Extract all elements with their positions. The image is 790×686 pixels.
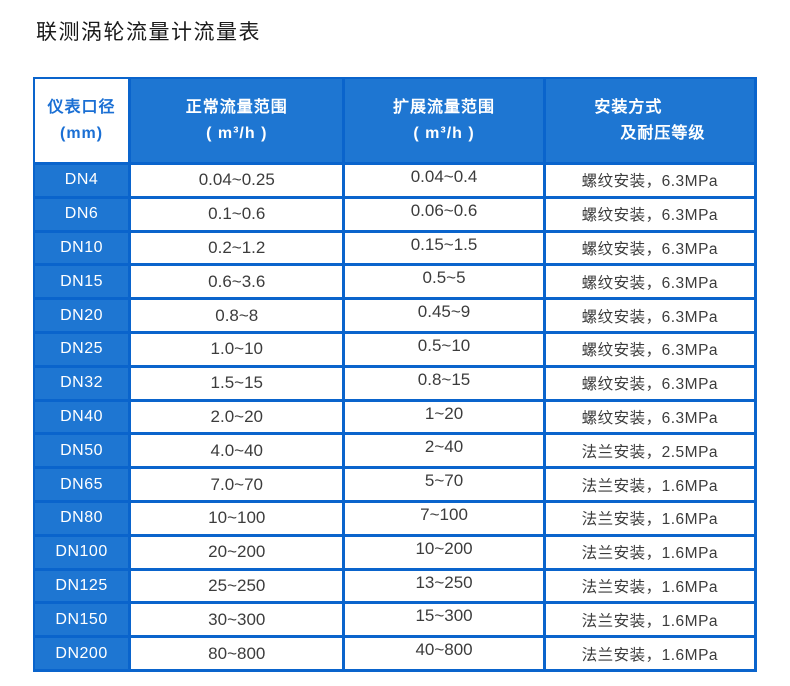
table-row: DN200 80~800 40~800 法兰安装，1.6MPa: [35, 638, 757, 672]
table-row: DN100 20~200 10~200 法兰安装，1.6MPa: [35, 536, 757, 571]
cell-normal-range: 80~800: [131, 638, 346, 672]
cell-extended-range: 0.5~10: [345, 333, 546, 368]
cell-extended-range: 1~20: [345, 401, 546, 436]
cell-normal-range: 0.04~0.25: [131, 165, 346, 199]
cell-installation: 螺纹安装，6.3MPa: [545, 401, 757, 436]
header-diameter-line1: 仪表口径: [47, 98, 116, 116]
cell-installation: 法兰安装，1.6MPa: [545, 604, 757, 639]
cell-installation: 螺纹安装，6.3MPa: [545, 266, 757, 301]
cell-size: DN125: [35, 570, 132, 605]
table-row: DN125 25~250 13~250 法兰安装，1.6MPa: [35, 570, 757, 605]
cell-normal-range: 0.8~8: [131, 300, 346, 334]
flow-rate-table: 仪表口径 (mm) 正常流量范围 ( m³/h ) 扩展流量范围 ( m³/h …: [33, 77, 757, 672]
table-row: DN40 2.0~20 1~20 螺纹安装，6.3MPa: [35, 401, 757, 436]
cell-extended-range: 7~100: [345, 502, 546, 537]
cell-size: DN200: [35, 638, 132, 672]
cell-size: DN65: [35, 469, 132, 503]
cell-normal-range: 4.0~40: [131, 435, 346, 470]
table-row: DN4 0.04~0.25 0.04~0.4 螺纹安装，6.3MPa: [35, 165, 757, 199]
cell-extended-range: 0.06~0.6: [345, 198, 546, 233]
cell-installation: 法兰安装，1.6MPa: [545, 502, 757, 537]
cell-normal-range: 10~100: [131, 502, 346, 537]
cell-size: DN20: [35, 300, 132, 334]
cell-size: DN50: [35, 435, 132, 470]
cell-normal-range: 1.0~10: [131, 333, 346, 368]
table-row: DN32 1.5~15 0.8~15 螺纹安装，6.3MPa: [35, 367, 757, 402]
cell-installation: 螺纹安装，6.3MPa: [545, 232, 757, 267]
table-row: DN50 4.0~40 2~40 法兰安装，2.5MPa: [35, 435, 757, 470]
header-installation-line1: 安装方式: [594, 98, 663, 116]
header-extended-range-line1: 扩展流量范围: [393, 98, 496, 116]
table-row: DN65 7.0~70 5~70 法兰安装，1.6MPa: [35, 469, 757, 503]
cell-size: DN6: [35, 198, 132, 233]
header-extended-range: 扩展流量范围 ( m³/h ): [345, 79, 546, 165]
table-row: DN150 30~300 15~300 法兰安装，1.6MPa: [35, 604, 757, 639]
cell-installation: 法兰安装，1.6MPa: [545, 570, 757, 605]
header-normal-range: 正常流量范围 ( m³/h ): [131, 79, 346, 165]
cell-size: DN100: [35, 536, 132, 571]
header-extended-range-line2: ( m³/h ): [413, 124, 475, 142]
header-normal-range-line2: ( m³/h ): [206, 124, 268, 142]
cell-installation: 法兰安装，1.6MPa: [545, 469, 757, 503]
table-header: 仪表口径 (mm) 正常流量范围 ( m³/h ) 扩展流量范围 ( m³/h …: [35, 79, 757, 165]
cell-installation: 螺纹安装，6.3MPa: [545, 333, 757, 368]
header-diameter-line2: (mm): [60, 124, 104, 142]
table-row: DN10 0.2~1.2 0.15~1.5 螺纹安装，6.3MPa: [35, 232, 757, 267]
cell-size: DN150: [35, 604, 132, 639]
table-row: DN25 1.0~10 0.5~10 螺纹安装，6.3MPa: [35, 333, 757, 368]
cell-size: DN4: [35, 165, 132, 199]
cell-size: DN40: [35, 401, 132, 436]
cell-installation: 螺纹安装，6.3MPa: [545, 367, 757, 402]
table-row: DN80 10~100 7~100 法兰安装，1.6MPa: [35, 502, 757, 537]
cell-extended-range: 13~250: [345, 570, 546, 605]
table-row: DN15 0.6~3.6 0.5~5 螺纹安装，6.3MPa: [35, 266, 757, 301]
cell-extended-range: 0.5~5: [345, 266, 546, 301]
cell-installation: 螺纹安装，6.3MPa: [545, 300, 757, 334]
cell-extended-range: 2~40: [345, 435, 546, 470]
cell-extended-range: 40~800: [345, 638, 546, 672]
cell-extended-range: 0.8~15: [345, 367, 546, 402]
cell-size: DN15: [35, 266, 132, 301]
cell-normal-range: 2.0~20: [131, 401, 346, 436]
cell-normal-range: 1.5~15: [131, 367, 346, 402]
table-row: DN20 0.8~8 0.45~9 螺纹安装，6.3MPa: [35, 300, 757, 334]
cell-extended-range: 15~300: [345, 604, 546, 639]
cell-installation: 法兰安装，2.5MPa: [545, 435, 757, 470]
cell-installation: 法兰安装，1.6MPa: [545, 638, 757, 672]
cell-size: DN32: [35, 367, 132, 402]
cell-installation: 螺纹安装，6.3MPa: [545, 198, 757, 233]
header-diameter: 仪表口径 (mm): [35, 79, 132, 165]
cell-extended-range: 0.04~0.4: [345, 165, 546, 199]
cell-normal-range: 7.0~70: [131, 469, 346, 503]
cell-normal-range: 25~250: [131, 570, 346, 605]
cell-size: DN80: [35, 502, 132, 537]
header-normal-range-line1: 正常流量范围: [185, 98, 288, 116]
header-row: 仪表口径 (mm) 正常流量范围 ( m³/h ) 扩展流量范围 ( m³/h …: [35, 79, 757, 165]
cell-extended-range: 0.45~9: [345, 300, 546, 334]
page-title: 联测涡轮流量计流量表: [36, 21, 261, 44]
cell-extended-range: 5~70: [345, 469, 546, 503]
cell-extended-range: 0.15~1.5: [345, 232, 546, 267]
header-installation-line2: 及耐压等级: [620, 124, 706, 142]
header-installation: 安装方式 及耐压等级: [545, 79, 757, 165]
cell-normal-range: 30~300: [131, 604, 346, 639]
cell-installation: 螺纹安装，6.3MPa: [545, 165, 757, 199]
cell-extended-range: 10~200: [345, 536, 546, 571]
table-row: DN6 0.1~0.6 0.06~0.6 螺纹安装，6.3MPa: [35, 198, 757, 233]
cell-normal-range: 0.2~1.2: [131, 232, 346, 267]
cell-size: DN25: [35, 333, 132, 368]
table-body: DN4 0.04~0.25 0.04~0.4 螺纹安装，6.3MPa DN6 0…: [35, 165, 757, 672]
cell-installation: 法兰安装，1.6MPa: [545, 536, 757, 571]
cell-normal-range: 0.6~3.6: [131, 266, 346, 301]
cell-normal-range: 0.1~0.6: [131, 198, 346, 233]
cell-normal-range: 20~200: [131, 536, 346, 571]
cell-size: DN10: [35, 232, 132, 267]
